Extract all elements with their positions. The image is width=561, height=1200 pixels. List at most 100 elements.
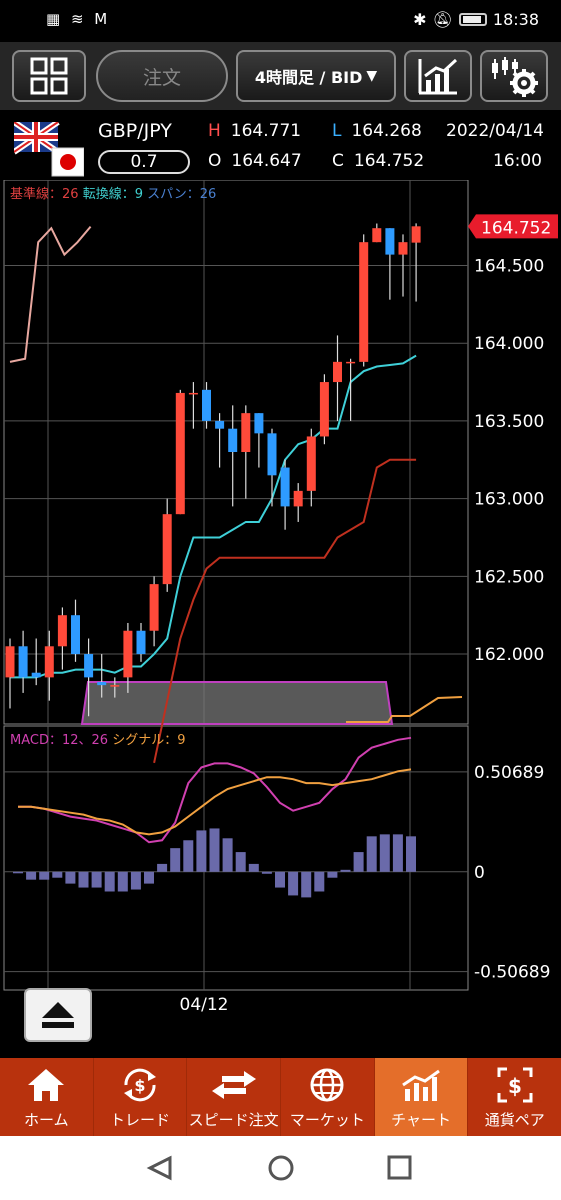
currency-pair[interactable]: GBP/JPY [98,120,172,142]
candle-body [18,646,28,678]
macd-tick-label: -0.50689 [474,963,550,983]
current-price-label: 164.752 [481,218,551,238]
candle-body [84,654,94,678]
nav-market[interactable]: マーケット [281,1058,375,1136]
macd-histogram-bar [65,871,76,884]
candle-body [411,226,421,243]
price-tick-label: 164.500 [474,256,544,276]
order-button[interactable]: 注文 [96,50,228,102]
open-price: O 164.647 [208,151,302,171]
mute-icon: 🔕︎ [432,10,453,29]
candle-body [202,389,211,421]
bottom-nav: ホーム $ トレード スピード注文 マーケット [0,1058,561,1136]
home-circle-icon[interactable] [268,1155,294,1181]
candle-body [123,630,133,678]
current-price-badge [468,214,558,239]
macd-histogram-bar [327,871,338,878]
nav-speed-order[interactable]: スピード注文 [187,1058,282,1136]
macd-histogram-bar [288,871,299,896]
kijun-legend: 基準線：26 [10,186,83,202]
candle-body [267,433,277,476]
macd-histogram-bar [39,871,50,880]
menu-grid-button[interactable] [12,50,86,102]
price-chart[interactable]: 164.500 164.000 163.500 163.000 162.500 162.0… [0,179,561,1058]
candle-body [71,615,80,655]
candle-body [162,514,172,585]
spread-badge: 0.7 [98,150,190,174]
candle-body [149,584,159,631]
open-value: 164.647 [231,151,302,171]
macd-histogram-bar [314,871,325,892]
macd-histogram-bar [170,848,181,872]
macd-histogram-bar [130,871,141,890]
candle-gear-icon [492,57,538,97]
candle-body [385,228,395,255]
nav-currency-pair[interactable]: $ 通貨ペア [468,1058,561,1136]
high-key: H [208,121,221,141]
yen-doc-icon: $ [497,1067,533,1103]
chart-area[interactable]: 164.500 164.000 163.500 163.000 162.500 162.0… [0,179,561,1058]
quote-date: 2022/04/14 [446,121,544,141]
nav-chart[interactable]: チャート [374,1058,469,1136]
chikou-line [9,225,92,363]
candle-body [31,672,41,678]
period-label: 4時間足 / BID [254,68,363,87]
close-price: C 164.752 [332,151,424,171]
svg-text:$: $ [508,1074,522,1098]
span-b-line [346,696,463,723]
yen-cycle-icon: $ [124,1068,156,1102]
nav-home[interactable]: ホーム [0,1058,94,1136]
recents-icon[interactable] [387,1155,412,1180]
status-bar: ▦ ≋ M ✱ 🔕︎ 18:38 [0,0,561,42]
collapse-panel-button[interactable] [24,988,92,1042]
tenkan-legend: 転換線：9 [83,186,147,202]
price-tick-label: 163.000 [474,490,544,510]
macd-histogram-bar [366,836,377,872]
candle-body [319,382,329,437]
signal-line [18,768,412,836]
status-icons-left: ▦ ≋ M [46,10,111,28]
quote-header: GBP/JPY 0.7 H 164.771 L 164.268 O 164.647 C… [0,110,561,180]
macd-histogram-bar [144,871,154,884]
candle-body [57,615,67,647]
chart-settings-button[interactable] [480,50,548,102]
nav-label-currency-pair: 通貨ペア [484,1111,545,1129]
ichimoku-legend: 基準線：26 転換線：9 スパン：26 [10,186,216,202]
close-value: 164.752 [353,151,425,171]
macd-legend-signal: シグナル：9 [112,733,185,748]
macd-histogram-bar [235,852,246,872]
status-time: 18:38 [492,10,539,29]
status-icons-right: ✱ 🔕︎ 18:38 [413,10,539,29]
price-tick-label: 162.000 [474,645,544,665]
high-value: 164.771 [230,121,302,141]
macd-histogram-bar [209,828,220,872]
candle-body [188,392,198,395]
period-select[interactable]: 4時間足 / BID ▼ [236,50,396,102]
candle-body [306,436,316,491]
macd-histogram-bar [157,863,168,872]
high-price: H 164.771 [208,121,301,141]
grid-icon [30,57,68,95]
candle-body [398,242,408,255]
technical-button[interactable] [404,50,472,102]
eject-icon [42,1002,74,1028]
macd-histogram-bar [222,838,233,872]
macd-histogram-bar [13,871,23,874]
system-nav-bar [0,1136,561,1200]
x-tick-label: 04/12 [180,995,229,1015]
candle-body [293,490,303,507]
arrows-icon [211,1071,256,1099]
back-icon[interactable] [146,1155,172,1181]
chevron-down-icon: ▼ [366,68,378,84]
nav-label-chart: チャート [391,1111,451,1129]
macd-line [18,736,412,844]
toolbar: 注文 4時間足 / BID ▼ [0,42,561,110]
macd-histogram-bar [78,871,89,888]
bluetooth-icon: ✱ [413,10,427,29]
price-tick-label: 163.500 [474,412,544,432]
nav-label-home: ホーム [24,1111,69,1129]
macd-tick-label: 0.50689 [474,763,544,783]
nav-trade[interactable]: $ トレード [94,1058,188,1136]
macd-histogram-bar [52,871,63,878]
macd-histogram-bar [392,834,403,872]
